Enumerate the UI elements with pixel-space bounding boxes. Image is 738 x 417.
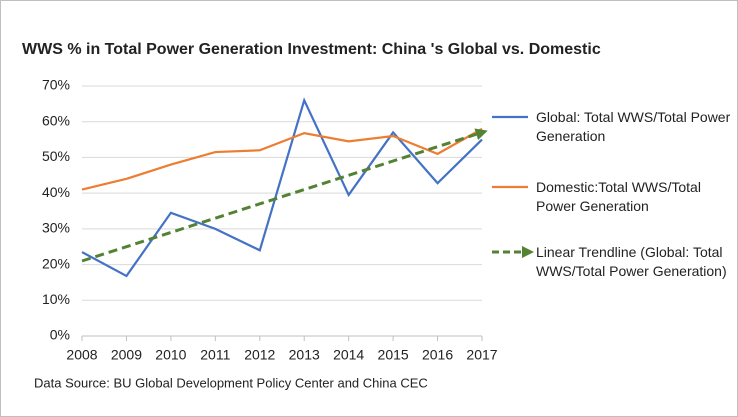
x-tick-label: 2013 [289, 347, 320, 363]
y-tick-label: 10% [42, 291, 70, 307]
x-tick-label: 2011 [200, 347, 230, 363]
chart-title: WWS % in Total Power Generation Investme… [22, 41, 601, 58]
series-line [81, 127, 483, 191]
y-tick-label: 70% [42, 77, 70, 93]
legend-label: Domestic:Total WWS/Total Power Generatio… [536, 179, 701, 214]
legend-label: Global: Total WWS/Total Power Generation [536, 109, 731, 144]
source-note: Data Source: BU Global Development Polic… [34, 375, 428, 390]
x-tick-label: 2010 [155, 347, 186, 363]
x-tick-label: 2012 [244, 347, 275, 363]
y-tick-label: 40% [42, 184, 70, 200]
x-tick-label: 2009 [111, 347, 142, 363]
series-line [81, 128, 488, 263]
series-line [81, 97, 483, 278]
y-tick-label: 60% [42, 112, 70, 128]
x-tick-label: 2014 [333, 347, 364, 363]
x-tick-label: 2015 [378, 347, 409, 363]
y-tick-label: 30% [42, 220, 70, 236]
y-tick-label: 20% [42, 255, 70, 271]
x-tick-label: 2017 [466, 347, 497, 363]
legend-label: Linear Trendline (Global: Total WWS/Tota… [536, 244, 727, 279]
y-tick-label: 50% [42, 148, 70, 164]
x-tick-label: 2016 [422, 347, 453, 363]
x-tick-label: 2008 [66, 347, 97, 363]
y-tick-label: 0% [50, 327, 70, 343]
